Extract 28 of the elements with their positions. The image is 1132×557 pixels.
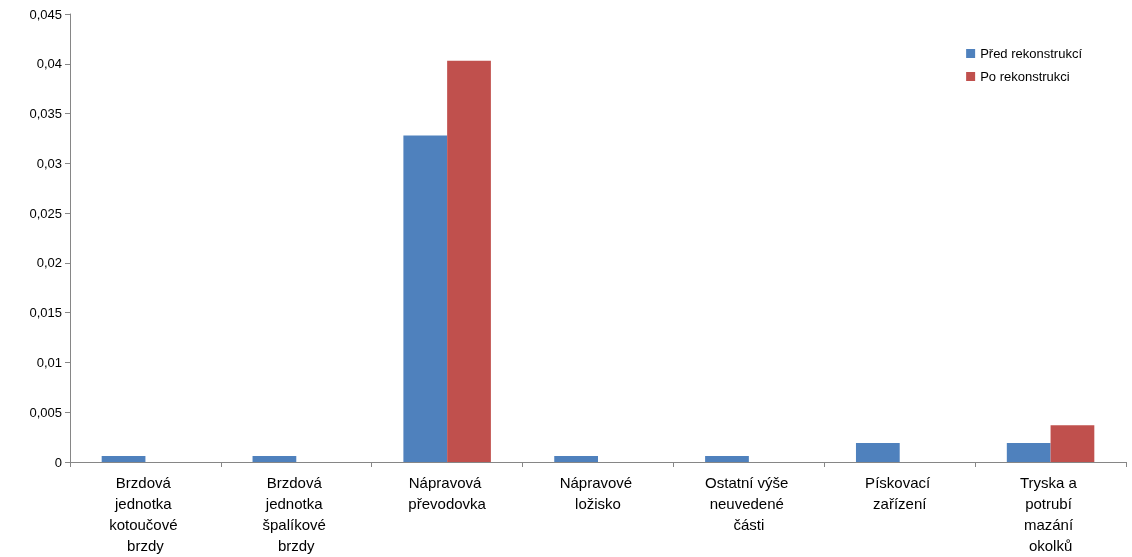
x-tick-label: Brzdová jednotka kotoučové brzdy xyxy=(109,474,182,554)
x-tick-label: Tryska a potrubí mazání okolků xyxy=(1020,474,1082,554)
y-tick-label: 0,015 xyxy=(29,305,62,321)
y-tick-label: 0,03 xyxy=(36,155,62,171)
x-tick-label: Brzdová jednotka špalíkové brzdy xyxy=(262,474,331,554)
y-tick-label: 0,045 xyxy=(29,6,62,22)
bar xyxy=(403,135,448,462)
y-tick-label: 0,01 xyxy=(36,354,62,370)
legend-label: Před rekonstrukcí xyxy=(980,46,1083,61)
bar xyxy=(1006,443,1051,462)
x-tick-label: Ostatní výše neuvedené části xyxy=(705,474,793,533)
bar xyxy=(252,456,297,462)
bar xyxy=(1050,425,1095,462)
bar xyxy=(705,456,749,462)
y-tick-label: 0,035 xyxy=(29,106,62,122)
y-tick-label: 0 xyxy=(54,454,62,470)
bar xyxy=(855,443,900,462)
bar xyxy=(101,456,146,462)
legend-label: Po rekonstrukci xyxy=(980,69,1070,84)
y-tick-label: 0,005 xyxy=(29,404,62,420)
x-tick-label: Nápravová převodovka xyxy=(408,474,487,512)
bar xyxy=(554,456,598,462)
y-tick-label: 0,02 xyxy=(36,255,62,271)
y-tick-label: 0,04 xyxy=(36,56,62,72)
y-tick-label: 0,025 xyxy=(29,205,62,221)
x-tick-label: Pískovací zařízení xyxy=(865,474,935,512)
bar xyxy=(447,60,491,462)
x-tick-label: Nápravové ložisko xyxy=(559,474,637,512)
